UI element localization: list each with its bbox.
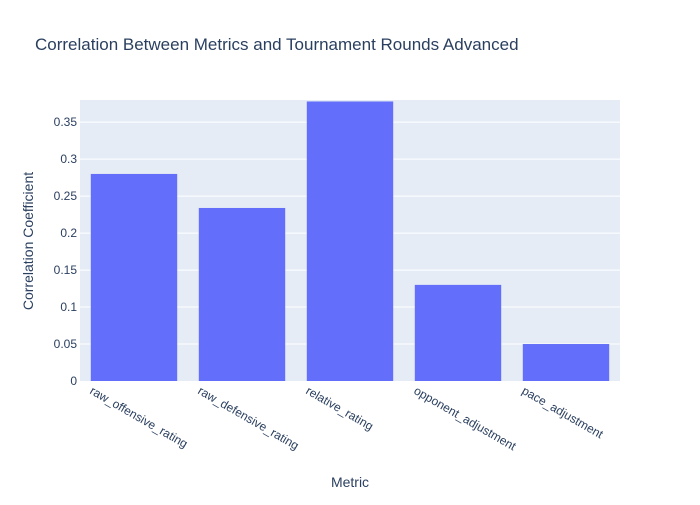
y-tick-label: 0.35 [54,115,78,129]
x-tick-label: opponent_adjustment [412,383,520,453]
x-tick-label: relative_rating [304,383,376,433]
y-tick-label: 0.15 [54,263,78,277]
y-tick-label: 0.2 [60,226,77,240]
bar-raw_defensive_rating [198,207,286,381]
y-tick-label: 0.1 [60,300,77,314]
y-tick-label: 0.3 [60,152,77,166]
x-tick-label: raw_offensive_rating [88,383,191,450]
bar-opponent_adjustment [414,284,502,381]
bar-pace_adjustment [522,344,610,381]
x-axis-label: Metric [331,474,369,490]
y-axis-label: Correlation Coefficient [20,172,36,310]
y-tick-label: 0.25 [54,189,78,203]
x-tick-label: pace_adjustment [520,383,607,441]
y-tick-label: 0.05 [54,337,78,351]
chart-title: Correlation Between Metrics and Tourname… [35,35,519,54]
y-axis-ticks: 0 0.05 0.1 0.15 0.2 0.25 0.3 0.35 [54,115,78,388]
bar-relative_rating [306,101,394,382]
bars [90,101,610,382]
y-tick-label: 0 [70,374,77,388]
x-tick-label: raw_defensive_rating [196,383,302,452]
bar-raw_offensive_rating [90,173,178,381]
x-axis-ticks: raw_offensive_rating raw_defensive_rating… [88,383,607,453]
